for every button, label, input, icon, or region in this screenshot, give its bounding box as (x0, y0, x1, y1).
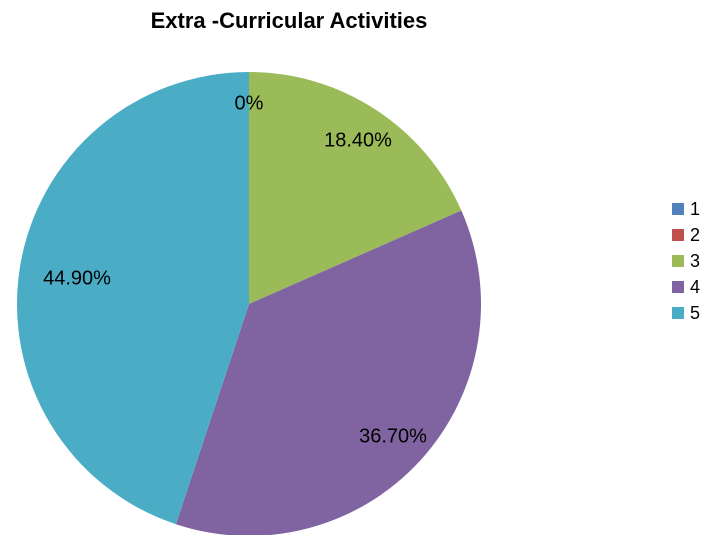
legend-item-5: 5 (672, 300, 700, 326)
legend-label-4: 4 (690, 276, 701, 297)
legend-swatch-4 (672, 281, 684, 293)
legend-swatch-5 (672, 307, 684, 319)
chart-title: Extra -Curricular Activities (150, 8, 428, 33)
legend-item-1: 1 (672, 196, 700, 222)
legend: 1 2 3 4 5 (672, 196, 700, 326)
legend-swatch-2 (672, 229, 684, 241)
legend-label-3: 3 (690, 250, 701, 271)
pie-slice-5 (17, 72, 250, 525)
data-label-zero: 0% (235, 92, 264, 114)
pie-slice-4 (175, 210, 481, 535)
legend-item-2: 2 (672, 222, 700, 248)
legend-item-4: 4 (672, 274, 700, 300)
legend-label-5: 5 (690, 302, 701, 323)
legend-swatch-3 (672, 255, 684, 267)
data-label-3: 18.40% (324, 129, 392, 151)
legend-label-2: 2 (690, 224, 701, 245)
legend-item-3: 3 (672, 248, 700, 274)
pie-slice-3 (249, 72, 462, 304)
legend-swatch-1 (672, 203, 684, 215)
data-label-5: 44.90% (43, 267, 111, 289)
legend-label-1: 1 (690, 198, 701, 219)
data-label-4: 36.70% (359, 425, 427, 447)
